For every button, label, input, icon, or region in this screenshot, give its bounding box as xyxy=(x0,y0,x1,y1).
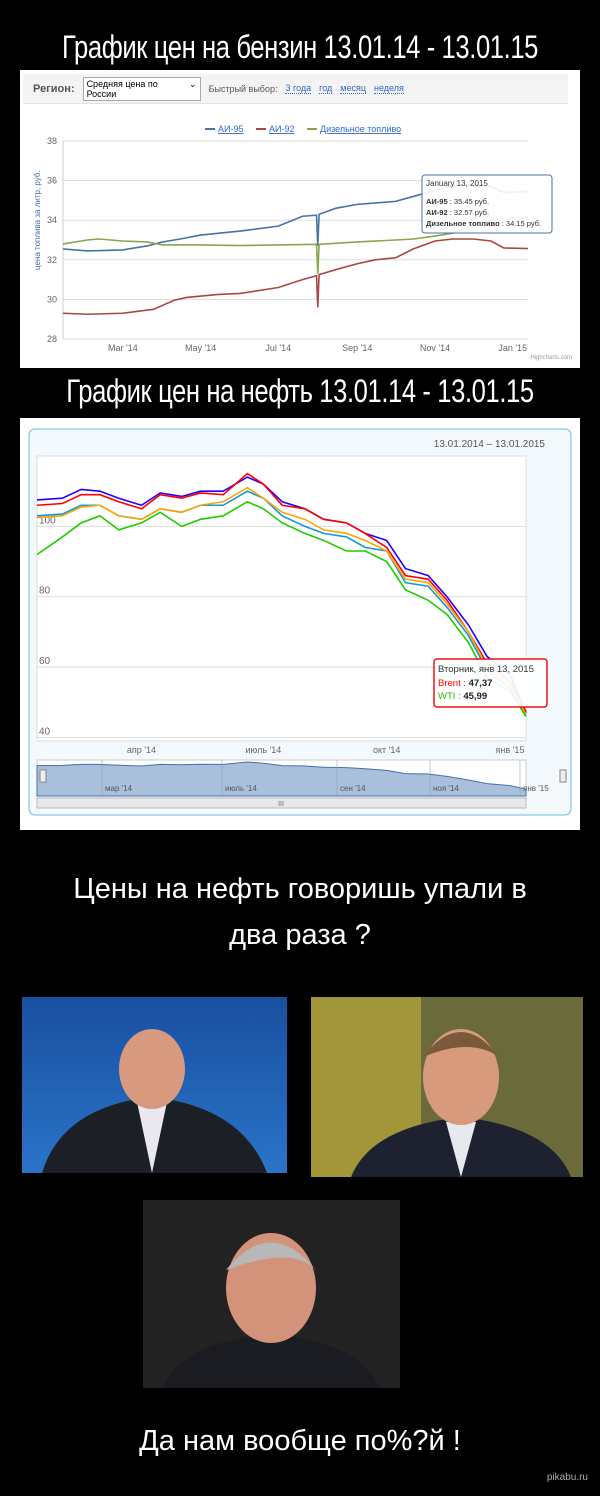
quick-link-3y[interactable]: 3 года xyxy=(285,83,312,94)
tooltip-row: Brent : 47,37 xyxy=(438,678,492,689)
region-select[interactable]: Средняя цена по России ⌄ xyxy=(82,76,201,101)
series-line-WTI xyxy=(36,500,527,717)
series-line-Brent xyxy=(36,472,527,712)
x-tick-label: янв '15 xyxy=(495,745,524,755)
gas-price-chart: 28 30 32 34 36 38 Mar '14 May '14 Jul '14 Sep '14… xyxy=(33,124,572,361)
y-tick-label: 100 xyxy=(39,515,56,526)
tooltip-row: WTI : 45,99 xyxy=(438,691,487,702)
x-tick-label: Sep '14 xyxy=(342,343,372,353)
scrollbar-grip-icon: III xyxy=(278,801,284,808)
series-line-series-3 xyxy=(36,486,527,715)
oil-chart-title: График цен на нефть 13.01.14 - 13.01.15 xyxy=(66,373,534,409)
photo-man-bottom xyxy=(143,1200,400,1388)
navigator-tick-label: сен '14 xyxy=(340,784,366,793)
x-tick-label: окт '14 xyxy=(373,745,400,755)
series-line-series-0 xyxy=(36,476,527,714)
caption-question: Цены на нефть говоришь упали в два раза … xyxy=(73,873,527,951)
navigator-tick-label: мар '14 xyxy=(105,784,133,793)
region-label: Регион: xyxy=(33,82,75,95)
photo-man-right xyxy=(311,997,583,1177)
navigator-tick-label: янв '15 xyxy=(523,784,549,793)
gas-chart-panel: Регион: Средняя цена по России ⌄ Быстрый … xyxy=(20,70,580,368)
y-tick-label: 30 xyxy=(47,294,57,304)
tooltip-box xyxy=(433,658,548,708)
quick-select-label: Быстрый выбор: xyxy=(208,83,278,94)
y-tick-label: 60 xyxy=(39,656,51,667)
oil-price-chart: 13.01.2014 – 13.01.2015 40 60 80 100 апр '14 и… xyxy=(28,428,572,816)
navigator-tick-label: июль '14 xyxy=(225,784,257,793)
x-tick-label: июль '14 xyxy=(246,745,282,755)
tooltip-row: Дизельное топливо : 34.15 руб. xyxy=(426,219,541,228)
navigator-handle-right[interactable] xyxy=(559,769,567,783)
y-tick-label: 40 xyxy=(39,726,51,737)
x-tick-label: Jan '15 xyxy=(498,343,527,353)
y-tick-label: 34 xyxy=(47,215,57,225)
navigator-tick-label: ноя '14 xyxy=(433,784,459,793)
tooltip-date: January 13, 2015 xyxy=(426,179,488,188)
tooltip-row: АИ-92 : 32.57 руб. xyxy=(426,208,489,217)
quick-link-month[interactable]: месяц xyxy=(340,83,367,94)
date-range: 13.01.2014 – 13.01.2015 xyxy=(434,439,546,450)
highcharts-credit: Highcharts.com xyxy=(530,355,572,361)
x-tick-label: Mar '14 xyxy=(108,343,138,353)
y-tick-label: 32 xyxy=(47,255,57,265)
tooltip-box xyxy=(421,174,553,234)
quick-link-week[interactable]: неделя xyxy=(374,83,404,94)
x-tick-label: апр '14 xyxy=(127,745,156,755)
tooltip-date: Вторник, янв 13, 2015 xyxy=(438,664,534,675)
oil-chart-panel: 13.01.2014 – 13.01.2015 40 60 80 100 апр '14 и… xyxy=(20,418,580,830)
y-tick-label: 28 xyxy=(47,334,57,344)
tooltip: Вторник, янв 13, 2015 Brent : 47,37 WTI : … xyxy=(433,658,548,708)
scrollbar[interactable] xyxy=(36,797,527,809)
tooltip: January 13, 2015 АИ-95 : 35.45 руб. АИ-92 … xyxy=(421,174,553,234)
x-tick-label: Jul '14 xyxy=(265,343,291,353)
series-line-АИ-92 xyxy=(62,238,529,316)
photo-man-left xyxy=(22,997,287,1173)
gas-toolbar: Регион: Средняя цена по России ⌄ Быстрый … xyxy=(23,74,568,104)
watermark: pikabu.ru xyxy=(546,1472,588,1483)
navigator-handle-left[interactable] xyxy=(39,769,47,783)
quick-link-year[interactable]: год xyxy=(319,83,333,94)
legend-item: АИ-95 xyxy=(218,124,243,134)
x-tick-label: Nov '14 xyxy=(420,343,450,353)
chevron-down-icon: ⌄ xyxy=(189,78,197,89)
y-axis-title: цена топлива за литр, руб. xyxy=(33,170,42,270)
navigator-area xyxy=(36,761,527,797)
y-tick-label: 36 xyxy=(47,176,57,186)
legend-item: Дизельное топливо xyxy=(320,124,401,134)
legend-item: АИ-92 xyxy=(269,124,294,134)
caption-answer: Да нам вообще по%?й ! xyxy=(139,1425,461,1457)
x-tick-label: May '14 xyxy=(185,343,216,353)
gas-chart-title: График цен на бензин 13.01.14 - 13.01.15 xyxy=(61,29,539,65)
tooltip-row: АИ-95 : 35.45 руб. xyxy=(426,197,489,206)
y-tick-label: 38 xyxy=(47,136,57,146)
y-tick-label: 80 xyxy=(39,586,51,597)
region-value: Средняя цена по России xyxy=(86,78,158,99)
